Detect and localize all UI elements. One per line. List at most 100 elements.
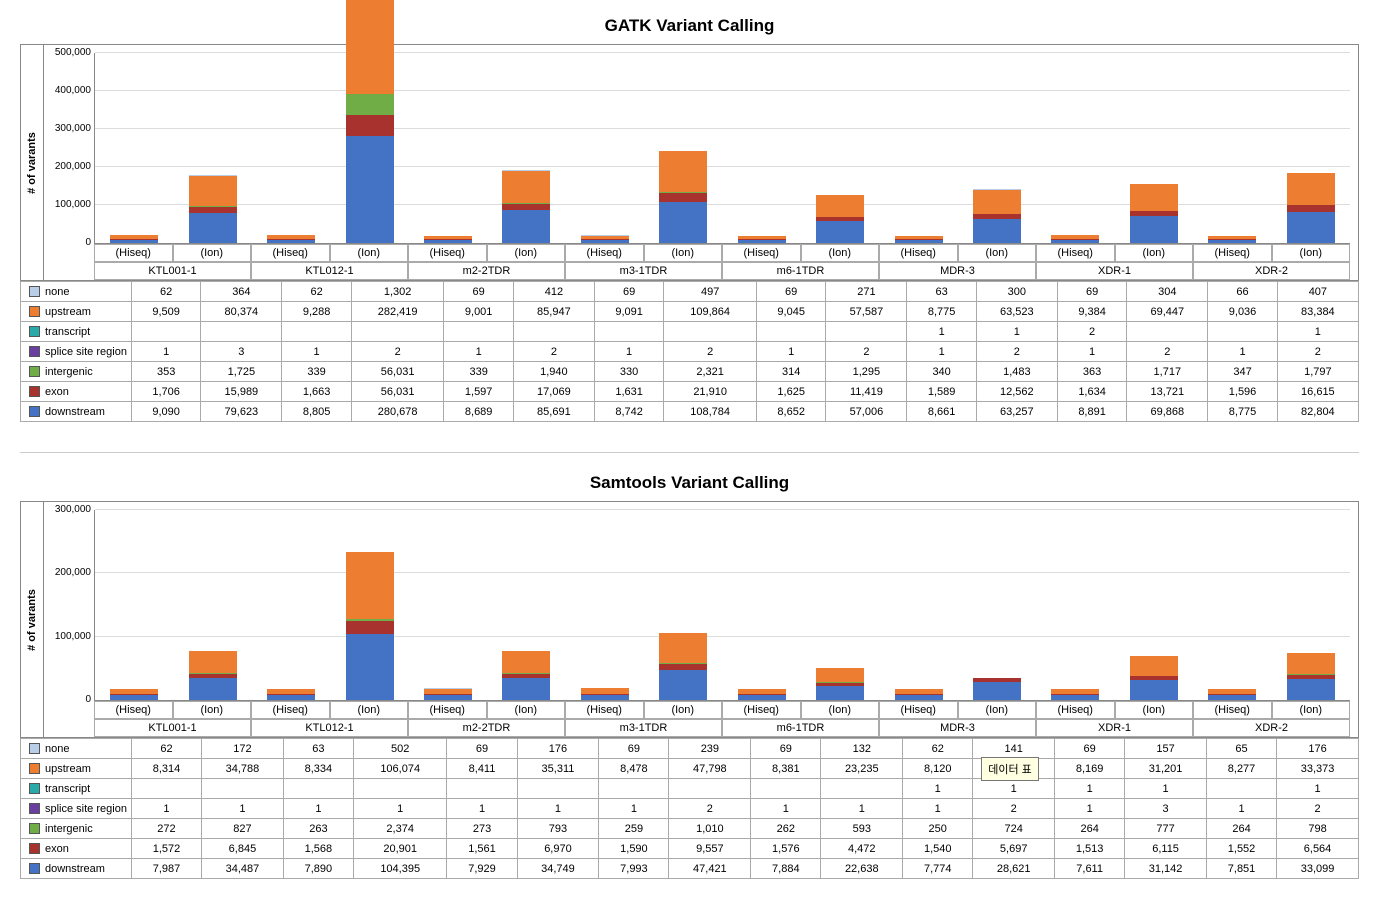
data-cell xyxy=(447,779,517,799)
data-cell: 340 xyxy=(907,362,976,382)
bars xyxy=(95,510,1350,700)
data-cell: 79,623 xyxy=(201,402,282,422)
data-cell xyxy=(517,779,599,799)
bar-stack xyxy=(424,688,472,700)
x-header-sample: KTL001-1KTL012-1m2-2TDRm3-1TDRm6-1TDRMDR… xyxy=(94,719,1350,737)
data-cell: 827 xyxy=(202,819,284,839)
x-platform-cell: (Hiseq) xyxy=(565,244,644,262)
data-cell: 1 xyxy=(202,799,284,819)
row-header: none xyxy=(21,739,132,759)
data-cell: 65 xyxy=(1207,739,1277,759)
bar-stack xyxy=(895,689,943,700)
data-cell: 13,721 xyxy=(1127,382,1208,402)
data-cell: 3 xyxy=(201,342,282,362)
data-cell: 8,478 xyxy=(599,759,669,779)
bar-slot xyxy=(1193,53,1271,243)
data-cell: 69 xyxy=(599,739,669,759)
x-platform-cell: (Hiseq) xyxy=(94,244,173,262)
x-platform-cell: (Ion) xyxy=(330,701,409,719)
bar-stack xyxy=(1287,653,1335,700)
data-cell: 31,142 xyxy=(1125,859,1207,879)
data-cell: 63,257 xyxy=(976,402,1057,422)
x-platform-cell: (Hiseq) xyxy=(1193,244,1272,262)
data-cell: 259 xyxy=(599,819,669,839)
data-cell: 304 xyxy=(1127,282,1208,302)
data-cell: 69,868 xyxy=(1127,402,1208,422)
data-cell: 2 xyxy=(669,799,751,819)
bar-slot xyxy=(879,510,957,700)
x-platform-cell: (Ion) xyxy=(1115,701,1194,719)
x-platform-cell: (Hiseq) xyxy=(722,701,801,719)
data-cell xyxy=(594,322,663,342)
data-cell: 1 xyxy=(283,799,353,819)
legend-swatch xyxy=(29,863,40,874)
x-platform-cell: (Hiseq) xyxy=(251,701,330,719)
data-cell: 497 xyxy=(664,282,757,302)
row-header: intergenic xyxy=(21,819,132,839)
x-sample-cell: MDR-3 xyxy=(879,719,1036,737)
x-platform-cell: (Hiseq) xyxy=(1193,701,1272,719)
data-cell: 9,090 xyxy=(131,402,200,422)
data-table: none62364621,302694126949769271633006930… xyxy=(20,281,1359,422)
data-cell: 412 xyxy=(513,282,594,302)
x-header-platform: (Hiseq)(Ion)(Hiseq)(Ion)(Hiseq)(Ion)(His… xyxy=(94,701,1350,719)
data-cell: 4,472 xyxy=(821,839,903,859)
bar-stack xyxy=(1051,235,1099,243)
ytick-label: 400,000 xyxy=(43,85,91,96)
bar-stack xyxy=(659,633,707,700)
plot-area: 0100,000200,000300,000400,000500,000(His… xyxy=(44,45,1358,280)
data-cell: 1 xyxy=(1057,342,1126,362)
data-cell: 1,561 xyxy=(447,839,517,859)
data-cell: 62 xyxy=(903,739,973,759)
table-row: transcript1121 xyxy=(21,322,1359,342)
x-platform-cell: (Ion) xyxy=(801,244,880,262)
chart-wrap: # of varants0100,000200,000300,000400,00… xyxy=(20,44,1359,281)
data-cell: 8,775 xyxy=(1208,402,1277,422)
data-cell: 9,288 xyxy=(282,302,351,322)
data-cell: 8,314 xyxy=(131,759,201,779)
bar-segment-downstream xyxy=(189,213,237,243)
data-cell: 8,652 xyxy=(756,402,825,422)
data-cell xyxy=(1207,779,1277,799)
data-cell: 8,689 xyxy=(444,402,513,422)
bar-segment-downstream xyxy=(110,240,158,243)
data-cell: 6,970 xyxy=(517,839,599,859)
bar-segment-downstream xyxy=(502,678,550,700)
bar-slot xyxy=(566,510,644,700)
data-cell: 1,295 xyxy=(826,362,907,382)
data-cell: 28,621 xyxy=(973,859,1055,879)
data-cell: 2,321 xyxy=(664,362,757,382)
x-platform-cell: (Ion) xyxy=(644,701,723,719)
legend-label: intergenic xyxy=(45,823,93,835)
row-header: upstream xyxy=(21,302,132,322)
data-cell: 363 xyxy=(1057,362,1126,382)
table-row: exon1,70615,9891,66356,0311,59717,0691,6… xyxy=(21,382,1359,402)
data-cell: 15,989 xyxy=(201,382,282,402)
data-cell: 7,993 xyxy=(599,859,669,879)
data-cell: 1 xyxy=(517,799,599,819)
bar-stack xyxy=(973,678,1021,700)
bar-segment-downstream xyxy=(895,240,943,243)
bar-segment-upstream xyxy=(816,668,864,683)
data-cell: 63 xyxy=(283,739,353,759)
bar-segment-downstream xyxy=(1051,695,1099,700)
data-cell: 1,568 xyxy=(283,839,353,859)
data-cell: 262 xyxy=(751,819,821,839)
x-sample-cell: m2-2TDR xyxy=(408,262,565,280)
data-cell: 2 xyxy=(826,342,907,362)
bar-slot xyxy=(1272,53,1350,243)
bar-slot xyxy=(958,510,1036,700)
row-header: transcript xyxy=(21,779,132,799)
row-header: none xyxy=(21,282,132,302)
data-cell: 172 xyxy=(202,739,284,759)
x-platform-cell: (Ion) xyxy=(958,701,1037,719)
bar-segment-upstream xyxy=(346,552,394,619)
data-cell: 239 xyxy=(669,739,751,759)
data-cell xyxy=(201,322,282,342)
data-cell: 80,374 xyxy=(201,302,282,322)
chart-wrap: # of varants0100,000200,000300,000(Hiseq… xyxy=(20,501,1359,738)
data-cell: 62 xyxy=(131,739,201,759)
ytick-label: 100,000 xyxy=(43,199,91,210)
legend-label: splice site region xyxy=(45,803,127,815)
data-cell: 69 xyxy=(447,739,517,759)
